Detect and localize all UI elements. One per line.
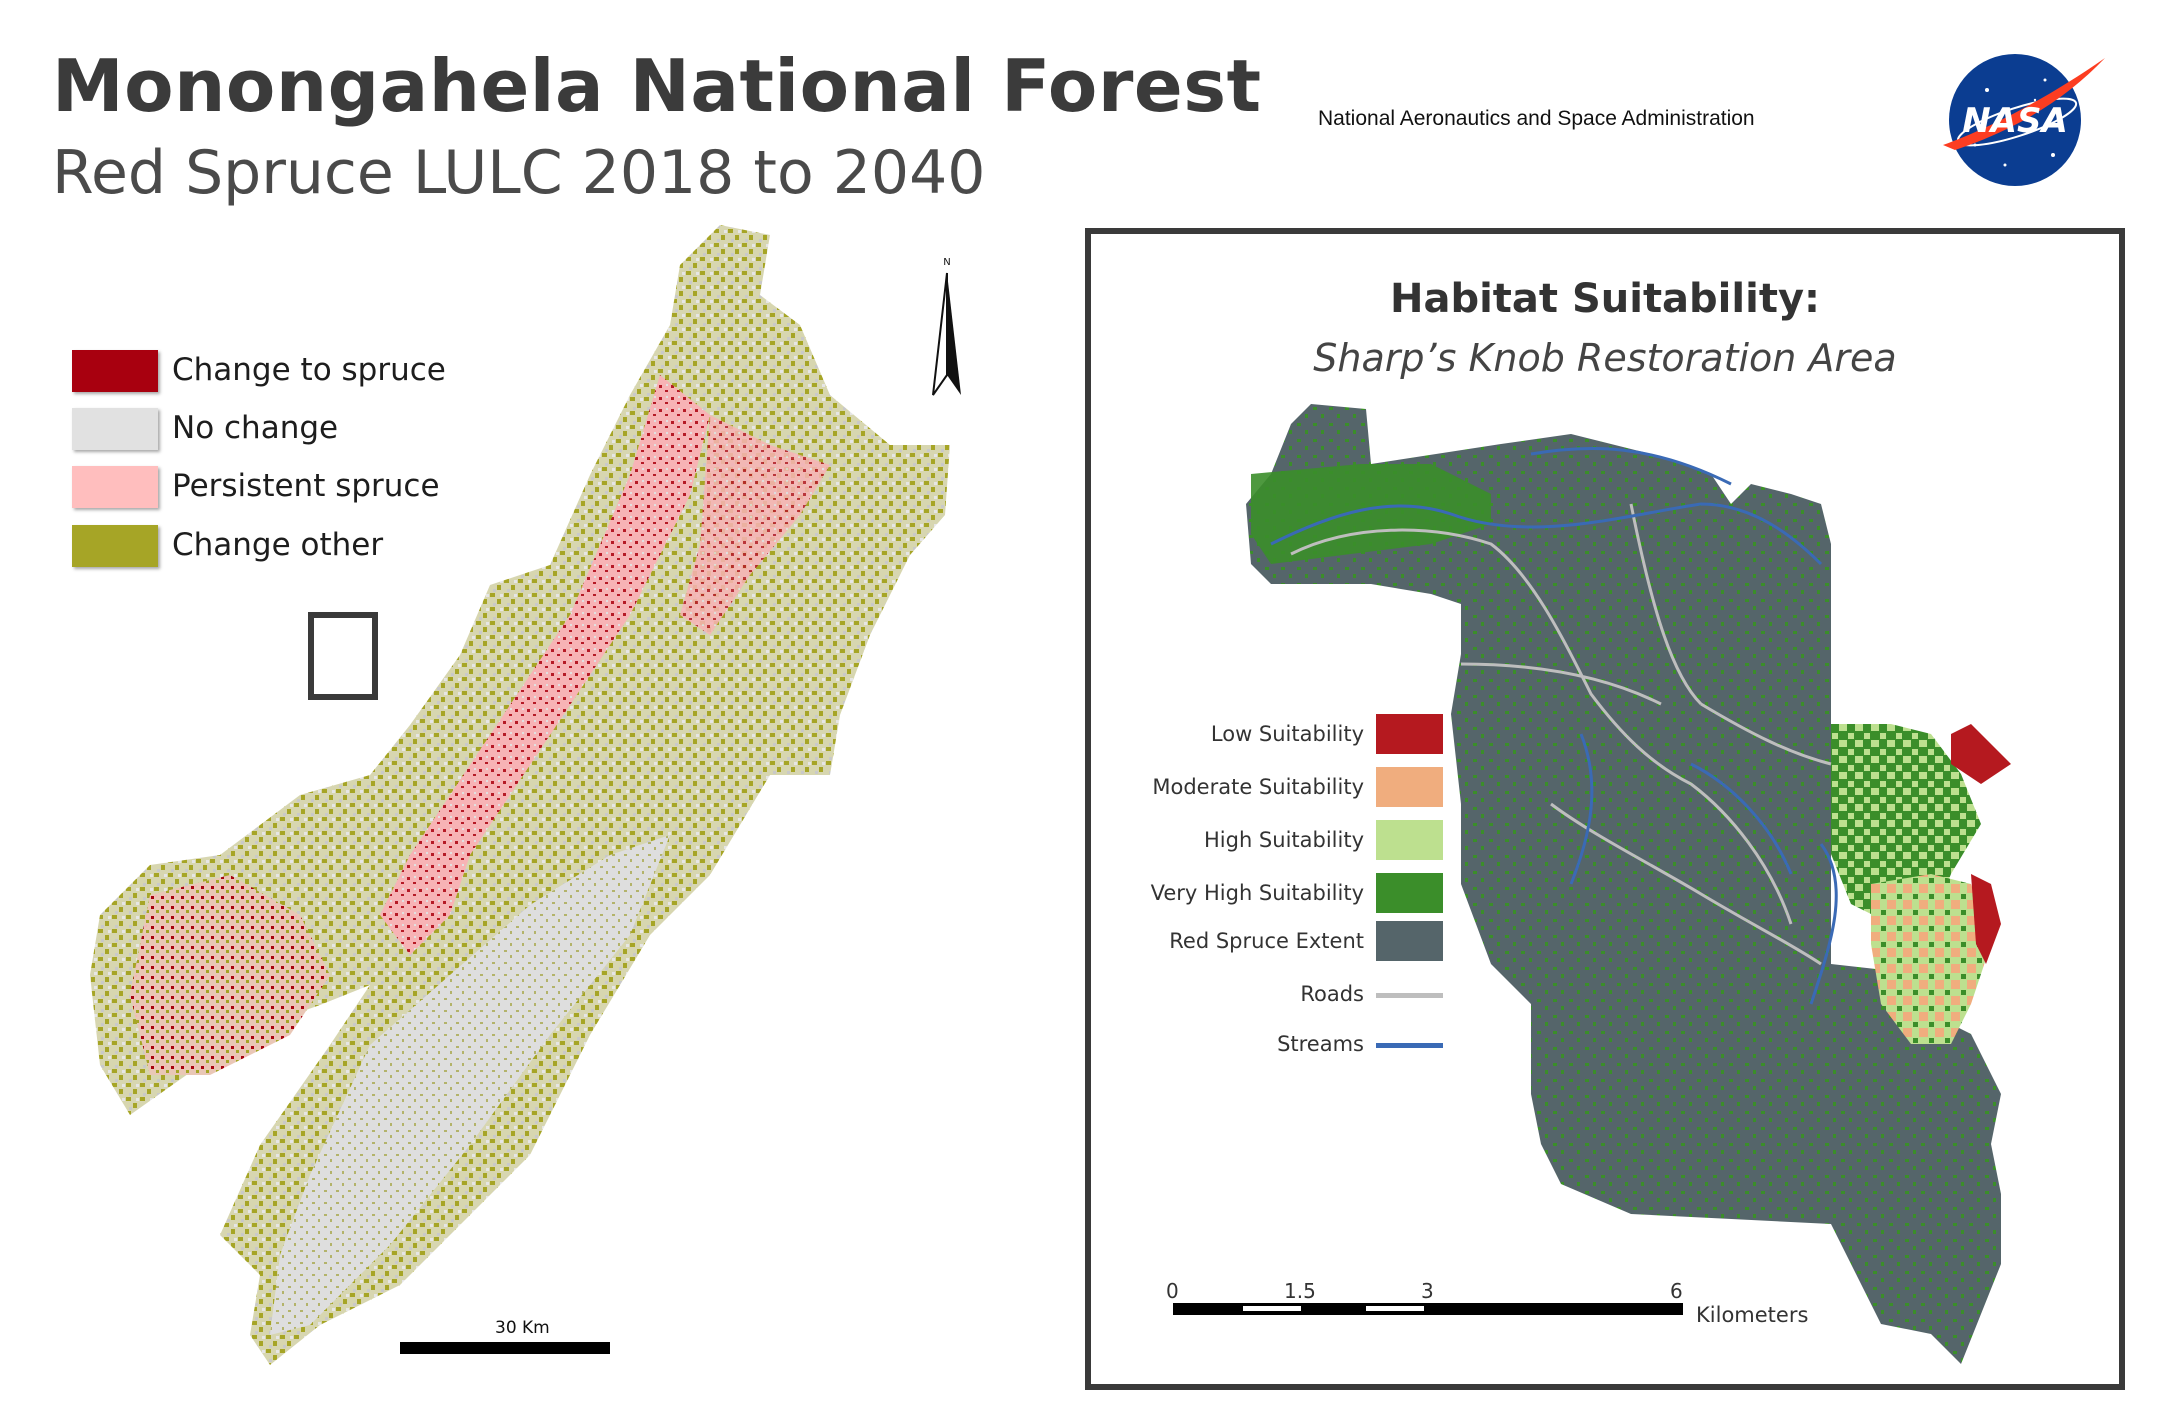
no-change-south bbox=[270, 835, 670, 1335]
road-network bbox=[1290, 503, 1832, 966]
legend-swatch bbox=[1376, 873, 1443, 913]
very-high-suitability-north bbox=[1251, 464, 1491, 564]
map-title: Monongahela National Forest bbox=[52, 44, 1262, 128]
legend-line bbox=[1376, 1043, 1443, 1048]
restoration-area-box bbox=[308, 612, 378, 700]
legend-label: Low Suitability bbox=[1210, 722, 1364, 746]
agency-name: National Aeronautics and Space Administr… bbox=[1318, 107, 1755, 130]
scale-tick-label: 0 bbox=[1166, 1279, 1179, 1303]
legend-label: Streams bbox=[1277, 1032, 1364, 1056]
legend-swatch bbox=[72, 466, 158, 508]
north-arrow-icon: N bbox=[932, 257, 961, 396]
legend-item-red-spruce-extent: Red Spruce Extent bbox=[1151, 921, 1471, 965]
legend-item-no-change: No change bbox=[72, 408, 492, 452]
legend-label: Very High Suitability bbox=[1150, 881, 1364, 905]
habitat-scale-bar: 0 1.5 3 6 Kilometers bbox=[1166, 1279, 1866, 1339]
scale-bar bbox=[1173, 1303, 1683, 1315]
scale-bar bbox=[400, 1342, 610, 1354]
legend-swatch bbox=[1376, 921, 1443, 961]
legend-item-very-high-suitability: Very High Suitability bbox=[1151, 873, 1471, 917]
scale-tick-label: 6 bbox=[1670, 1279, 1683, 1303]
forest-region-outline bbox=[90, 225, 950, 1365]
habitat-suitability-panel: Habitat Suitability: Sharp’s Knob Restor… bbox=[1085, 228, 2125, 1390]
legend-item-moderate-suitability: Moderate Suitability bbox=[1151, 767, 1471, 811]
high-suitability-east bbox=[1831, 724, 1981, 924]
legend-label: Change to spruce bbox=[172, 352, 446, 388]
moderate-suitability-east bbox=[1871, 874, 1991, 1044]
lulc-scale-bar: 30 Km bbox=[400, 1318, 615, 1358]
legend-item-change-other: Change other bbox=[72, 525, 492, 569]
nasa-logo: NASA bbox=[1943, 54, 2105, 186]
persistent-spruce-band bbox=[380, 375, 710, 955]
legend-item-change-to-spruce: Change to spruce bbox=[72, 350, 492, 394]
legend-label: Persistent spruce bbox=[172, 468, 440, 504]
restoration-area-outline bbox=[1246, 404, 2001, 1364]
low-suitability-patch bbox=[1951, 724, 2011, 784]
scale-label: 30 Km bbox=[495, 1318, 550, 1338]
legend-label: Red Spruce Extent bbox=[1169, 929, 1364, 953]
scale-bar-segment bbox=[1243, 1306, 1301, 1311]
legend-label: No change bbox=[172, 410, 339, 446]
legend-label: Roads bbox=[1300, 982, 1364, 1006]
legend-item-roads: Roads bbox=[1151, 974, 1471, 1018]
persistent-spruce-southwest bbox=[130, 875, 330, 1075]
map-subtitle: Red Spruce LULC 2018 to 2040 bbox=[52, 138, 986, 208]
nasa-logo-text: NASA bbox=[1962, 101, 2068, 141]
legend-swatch bbox=[72, 525, 158, 567]
legend-swatch bbox=[72, 408, 158, 450]
legend-label: Moderate Suitability bbox=[1152, 775, 1364, 799]
lulc-map bbox=[90, 225, 950, 1365]
panel-subtitle: Sharp’s Knob Restoration Area bbox=[1313, 336, 1897, 380]
legend-item-high-suitability: High Suitability bbox=[1151, 820, 1471, 864]
scale-unit-label: Kilometers bbox=[1696, 1303, 1809, 1327]
low-suitability-strip bbox=[1971, 874, 2001, 964]
stream-network bbox=[1270, 446, 1838, 1005]
scale-tick-label: 1.5 bbox=[1284, 1279, 1316, 1303]
persistent-spruce-mid bbox=[680, 415, 830, 635]
habitat-map bbox=[1246, 404, 2011, 1364]
scale-tick-label: 3 bbox=[1421, 1279, 1434, 1303]
north-label: N bbox=[943, 257, 950, 268]
legend-swatch bbox=[1376, 767, 1443, 807]
scale-bar-segment bbox=[1366, 1306, 1424, 1311]
legend-label: High Suitability bbox=[1203, 828, 1364, 852]
legend-label: Change other bbox=[172, 527, 384, 563]
legend-item-persistent-spruce: Persistent spruce bbox=[72, 466, 492, 510]
legend-line bbox=[1376, 993, 1443, 998]
legend-item-low-suitability: Low Suitability bbox=[1151, 714, 1471, 758]
legend-swatch bbox=[72, 350, 158, 392]
legend-swatch bbox=[1376, 714, 1443, 754]
panel-title: Habitat Suitability: bbox=[1389, 276, 1821, 322]
legend-swatch bbox=[1376, 820, 1443, 860]
legend-item-streams: Streams bbox=[1151, 1024, 1471, 1068]
